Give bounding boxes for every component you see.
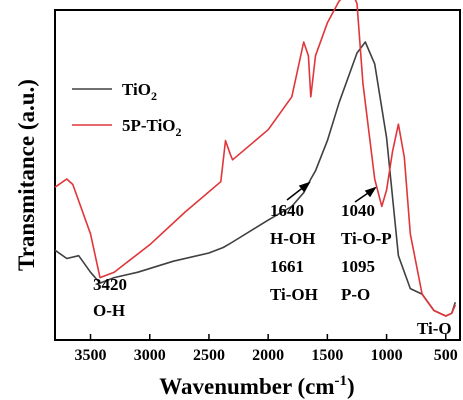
annotation-h-oh-line-1: 1640 <box>270 201 304 220</box>
x-tick-label-1500: 1500 <box>311 347 343 364</box>
series-line-5p-tio2 <box>54 0 457 317</box>
annotation-h-oh: 1640 H-OH 1661 Ti-OH <box>270 201 318 304</box>
annotation-ti-o-p-line-2: Ti-O-P <box>341 229 392 248</box>
annotation-ti-o: Ti-O <box>417 319 452 338</box>
legend-label-tio2: TiO2 <box>122 80 157 103</box>
annotation-ti-o-p: 1040 Ti-O-P 1095 P-O <box>341 201 392 304</box>
y-axis-label: Transmitance (a.u.) <box>14 79 39 271</box>
annotation-oh-line-1: 3420 <box>93 275 127 294</box>
series-layer <box>54 0 457 317</box>
annotation-oh-line-2: O-H <box>93 301 125 320</box>
arrow-h-oh-head <box>298 181 311 193</box>
annotation-ti-o-p-line-4: P-O <box>341 285 370 304</box>
annotation-ti-o-p-line-1: 1040 <box>341 201 375 220</box>
annotation-h-oh-line-2: H-OH <box>270 229 315 248</box>
x-tick-label-3500: 3500 <box>75 347 107 364</box>
legend-label-5p-tio2: 5P-TiO2 <box>122 116 182 139</box>
x-axis-label: Wavenumber (cm-1) <box>159 373 354 399</box>
annotation-h-oh-line-4: Ti-OH <box>270 285 318 304</box>
annotation-ti-o-p-line-3: 1095 <box>341 257 375 276</box>
x-axis-ticks: 3500 3000 2500 2000 1500 1000 500 <box>75 334 458 364</box>
annotation-arrows <box>286 181 377 203</box>
annotation-h-oh-line-3: 1661 <box>270 257 304 276</box>
plot-frame <box>54 9 461 341</box>
x-tick-label-1000: 1000 <box>371 347 403 364</box>
x-tick-label-500: 500 <box>434 347 458 364</box>
annotation-oh: 3420 O-H <box>93 275 127 320</box>
legend: TiO2 5P-TiO2 <box>72 80 182 139</box>
x-tick-label-2000: 2000 <box>252 347 284 364</box>
x-tick-label-3000: 3000 <box>134 347 166 364</box>
x-tick-label-2500: 2500 <box>193 347 225 364</box>
arrow-ti-o-p-head <box>364 186 377 198</box>
